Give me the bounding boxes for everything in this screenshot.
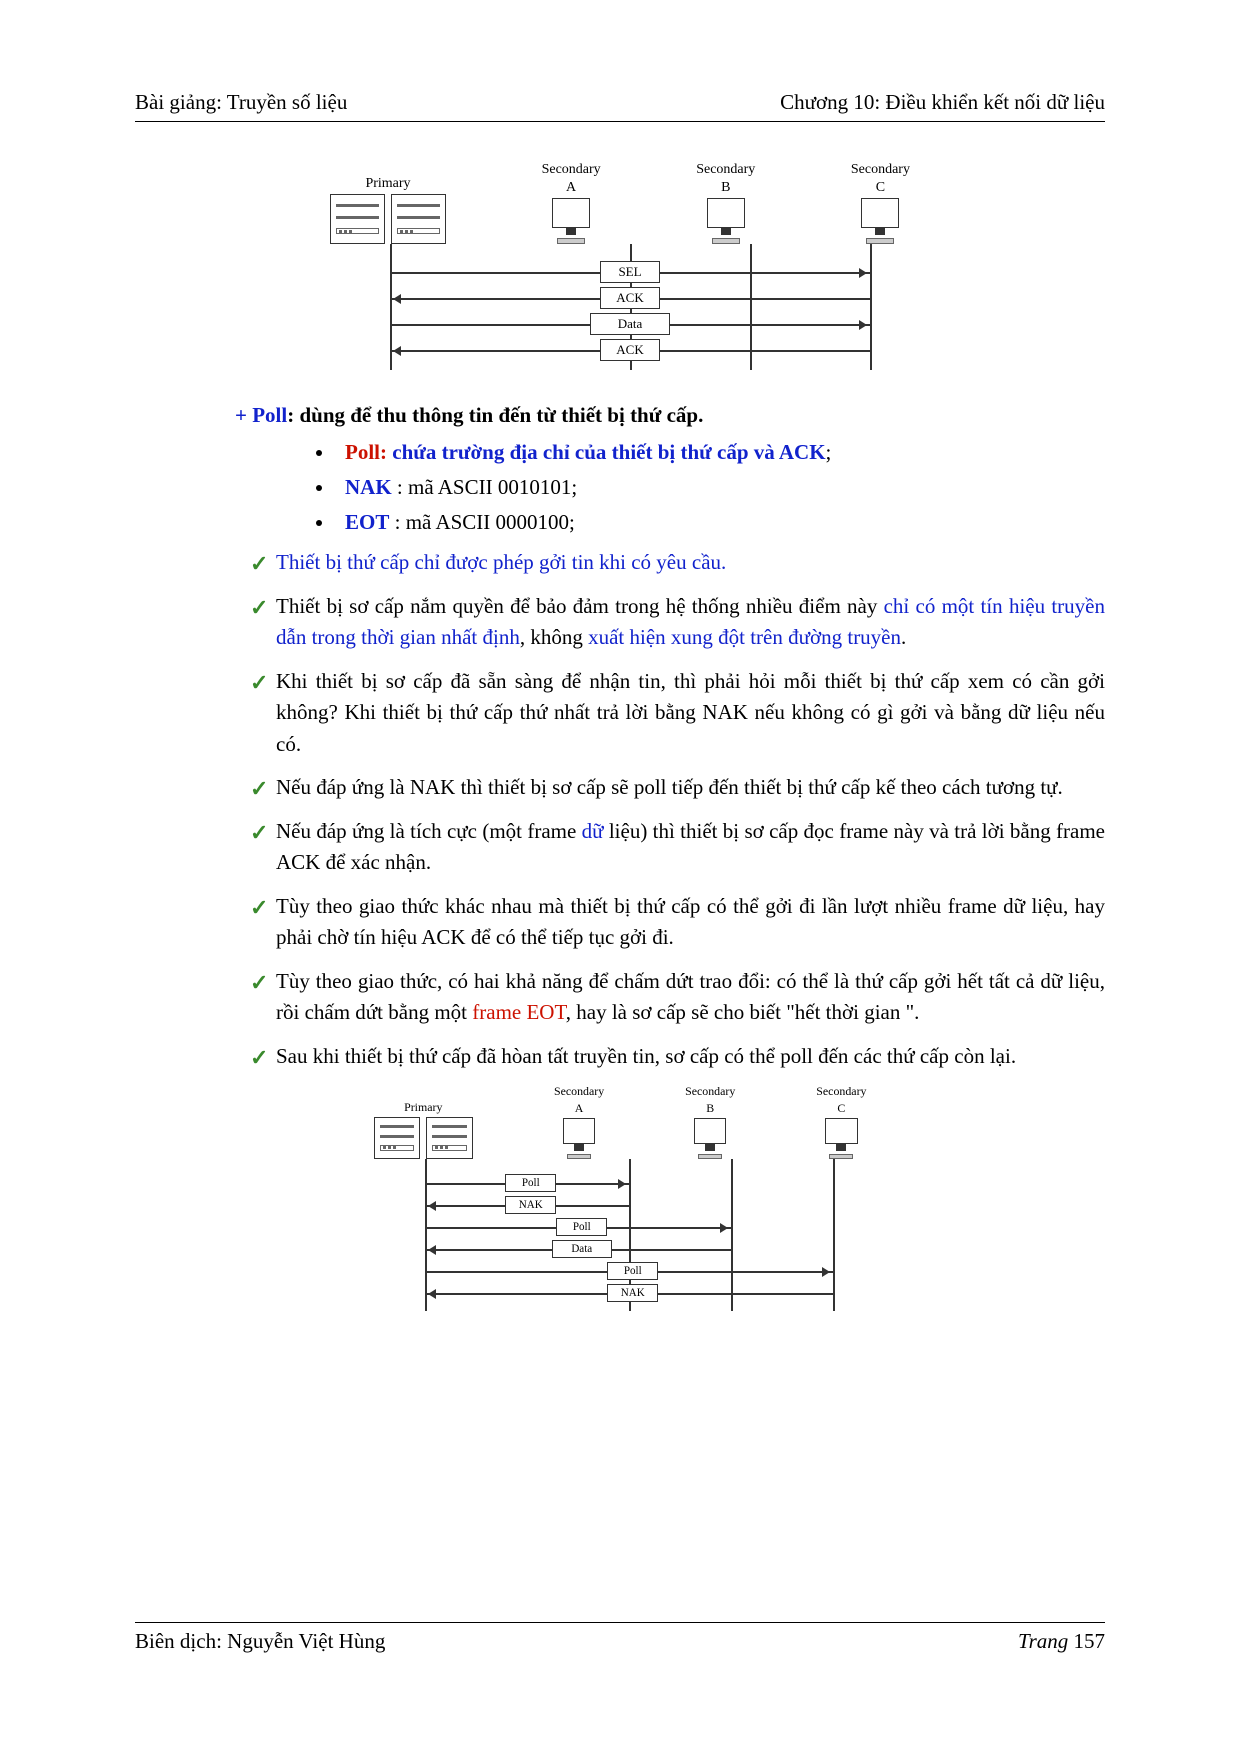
computer-icon [861,198,899,244]
sub-bullet: NAK : mã ASCII 0010101; [335,475,1105,500]
checklist: Thiết bị thứ cấp chỉ được phép gởi tin k… [135,547,1105,1072]
message-box: Data [552,1240,612,1258]
lifeline [731,1159,733,1311]
server-icon [426,1117,473,1160]
poll-rest: : dùng để thu thông tin đến từ thiết bị … [287,403,703,427]
message-box: NAK [607,1284,658,1302]
header-right: Chương 10: Điều khiển kết nối dữ liệu [780,90,1105,115]
message-box: SEL [600,261,660,283]
message-box: Poll [556,1218,607,1236]
server-icon [330,194,385,244]
check-item: Tùy theo giao thức khác nhau mà thiết bị… [250,891,1105,954]
message-box: ACK [600,339,660,361]
check-item: Khi thiết bị sơ cấp đã sẵn sàng để nhận … [250,666,1105,761]
bullet-label: NAK [345,475,392,499]
page-footer: Biên dịch: Nguyễn Việt Hùng Trang 157 [135,1622,1105,1654]
computer-icon [825,1118,857,1159]
highlight: dữ [582,819,604,843]
sub-bullet: EOT : mã ASCII 0000100; [335,510,1105,535]
secondary-label: Secondary [696,162,755,178]
lifeline [833,1159,835,1311]
page-number: 157 [1074,1629,1106,1653]
secondary-sub: B [721,180,730,196]
sub-bullet: Poll: chứa trường địa chỉ của thiết bị t… [335,440,1105,465]
bullet-label: Poll: [345,440,387,464]
header-left: Bài giảng: Truyền số liệu [135,90,347,115]
secondary-node: Secondary B [696,162,755,244]
message-box: ACK [600,287,660,309]
message-box: Poll [505,1174,556,1192]
secondary-node: Secondary A [554,1084,604,1159]
computer-icon [563,1118,595,1159]
sub-bullet-list: Poll: chứa trường địa chỉ của thiết bị t… [135,440,1105,535]
highlight: Thiết bị thứ cấp chỉ được phép gởi tin k… [276,550,726,574]
secondary-label: Secondary [685,1084,735,1099]
footer-right: Trang 157 [1018,1629,1105,1654]
lifeline [870,244,872,370]
secondary-label: Secondary [816,1084,866,1099]
footer-left: Biên dịch: Nguyễn Việt Hùng [135,1629,385,1654]
bullet-label: EOT [345,510,389,534]
secondary-sub: C [876,180,885,196]
secondary-label: Secondary [554,1084,604,1099]
poll-heading: + Poll: dùng để thu thông tin đến từ thi… [135,400,1105,430]
bullet-text: chứa trường địa chỉ của thiết bị thứ cấp… [392,440,825,464]
bullet-text: : mã ASCII 0000100; [395,510,575,534]
secondary-sub: C [837,1101,845,1116]
poll-prefix: + Poll [235,403,287,427]
check-item: Tùy theo giao thức, có hai khả năng để c… [250,966,1105,1029]
computer-icon [694,1118,726,1159]
secondary-node: Secondary B [685,1084,735,1159]
check-item: Thiết bị thứ cấp chỉ được phép gởi tin k… [250,547,1105,579]
computer-icon [552,198,590,244]
message-box: Data [590,313,670,335]
secondary-node: Secondary A [542,162,601,244]
secondary-sub: A [575,1101,584,1116]
highlight: frame EOT [472,1000,565,1024]
secondary-node: Secondary C [816,1084,866,1159]
server-icon [391,194,446,244]
select-diagram: Primary Secondary A Secondary B Secondary C SEL… [330,162,910,370]
secondary-label: Secondary [542,162,601,178]
primary-label: Primary [374,1100,474,1115]
footer-right-label: Trang [1018,1629,1068,1653]
secondary-node: Secondary C [851,162,910,244]
primary-node: Primary [374,1100,474,1160]
check-item: Sau khi thiết bị thứ cấp đã hòan tất tru… [250,1041,1105,1073]
poll-diagram: Primary Secondary A Secondary B Secondary C Pol… [374,1084,867,1311]
message-box: NAK [505,1196,556,1214]
primary-label: Primary [330,176,446,192]
check-item: Nếu đáp ứng là tích cực (một frame dữ li… [250,816,1105,879]
bullet-text: : mã ASCII 0010101; [397,475,577,499]
check-item: Thiết bị sơ cấp nắm quyền để bảo đảm tro… [250,591,1105,654]
secondary-label: Secondary [851,162,910,178]
message-box: Poll [607,1262,658,1280]
secondary-sub: B [706,1101,714,1116]
check-item: Nếu đáp ứng là NAK thì thiết bị sơ cấp s… [250,772,1105,804]
primary-node: Primary [330,176,446,244]
highlight: xuất hiện xung đột trên đường truyền [588,625,901,649]
server-icon [374,1117,421,1160]
computer-icon [707,198,745,244]
secondary-sub: A [566,180,576,196]
page-header: Bài giảng: Truyền số liệu Chương 10: Điề… [135,90,1105,122]
